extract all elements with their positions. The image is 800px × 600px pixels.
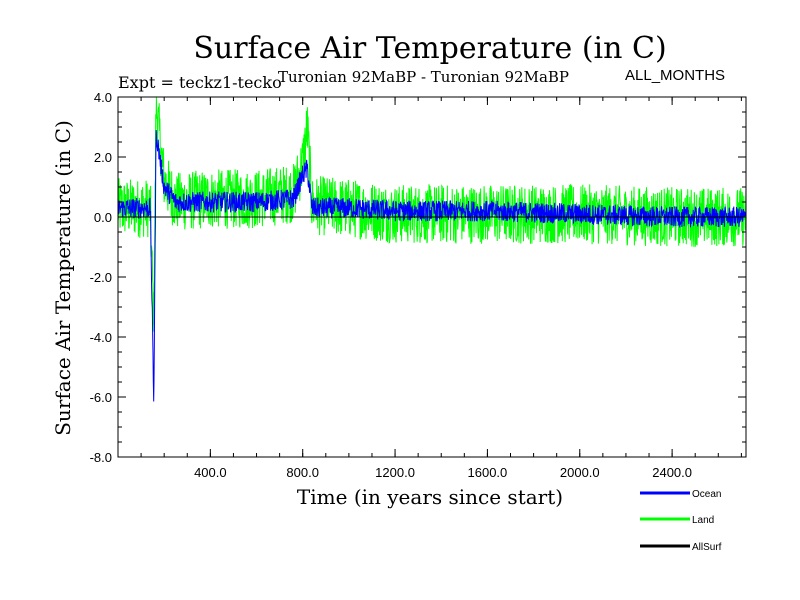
legend: Ocean Land AllSurf xyxy=(640,489,722,553)
x-tick-label: 2000.0 xyxy=(560,465,600,480)
chart-subtitle-center: Turonian 92MaBP - Turonian 92MaBP xyxy=(278,68,569,86)
x-tick-label: 2400.0 xyxy=(652,465,692,480)
chart-subtitle-left: Expt = teckz1-tecko xyxy=(118,73,282,92)
y-tick-label: -4.0 xyxy=(90,330,112,345)
legend-label-land: Land xyxy=(692,515,714,526)
plot-area xyxy=(117,96,747,402)
y-tick-label: 2.0 xyxy=(94,150,112,165)
y-tick-label: 4.0 xyxy=(94,90,112,105)
y-tick-label: -2.0 xyxy=(90,270,112,285)
chart-title: Surface Air Temperature (in C) xyxy=(193,31,666,66)
x-tick-label: 800.0 xyxy=(286,465,319,480)
legend-label-allsurf: AllSurf xyxy=(692,542,722,553)
legend-label-ocean: Ocean xyxy=(692,489,721,500)
x-axis-label: Time (in years since start) xyxy=(297,485,563,509)
y-tick-label: 0.0 xyxy=(94,210,112,225)
series-line-ocean xyxy=(117,129,747,402)
x-tick-label: 1200.0 xyxy=(375,465,415,480)
plot-frame xyxy=(117,96,747,458)
x-tick-label: 400.0 xyxy=(194,465,227,480)
chart-subtitle-right: ALL_MONTHS xyxy=(625,67,725,84)
axes-ticks: 4.0 2.0 0.0 -2.0 -4.0 -6.0 -8.0 400.0 800.0 1200.… xyxy=(90,90,746,480)
y-tick-label: -6.0 xyxy=(90,390,112,405)
y-tick-label: -8.0 xyxy=(90,450,112,465)
x-tick-label: 1600.0 xyxy=(468,465,508,480)
y-axis-label: Surface Air Temperature (in C) xyxy=(51,120,75,436)
